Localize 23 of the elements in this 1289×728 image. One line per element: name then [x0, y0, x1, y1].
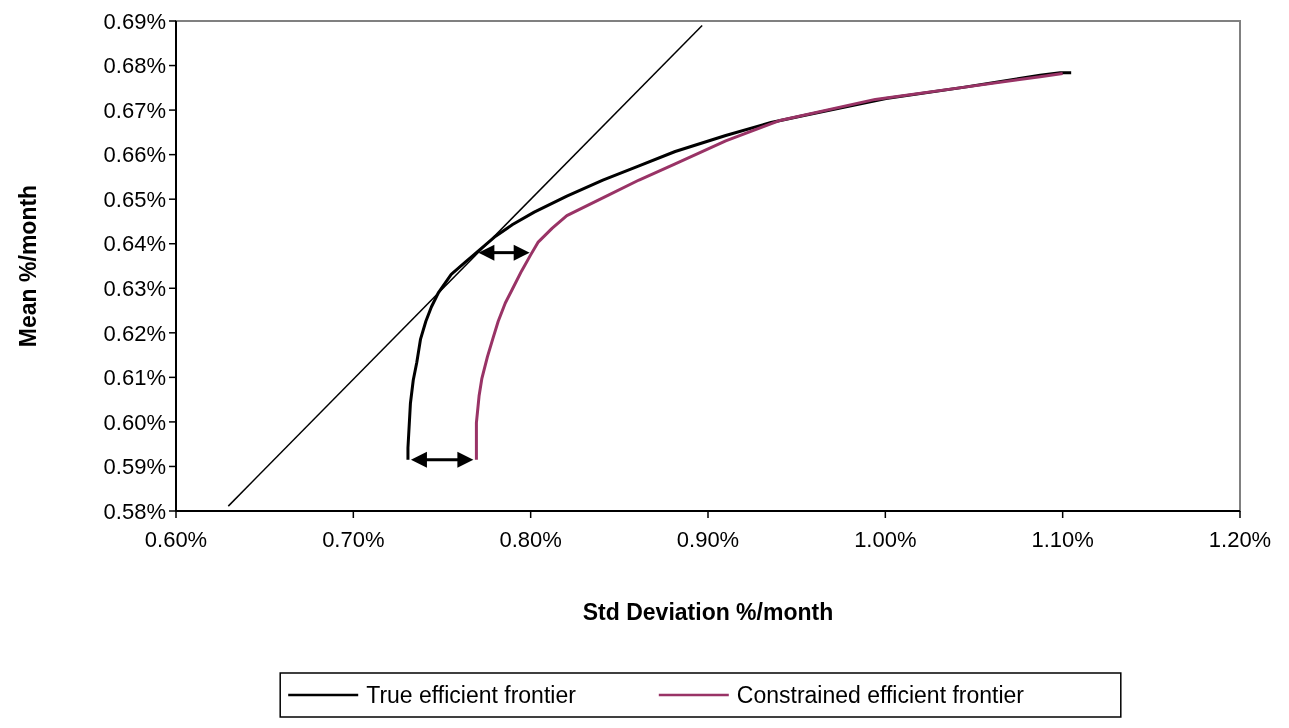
x-axis-title: Std Deviation %/month	[582, 599, 834, 625]
y-tick-label: 0.64%	[103, 231, 166, 257]
y-tick-label: 0.67%	[103, 97, 166, 123]
legend-label: True efficient frontier	[366, 682, 577, 708]
x-tick-label: 0.70%	[322, 527, 385, 552]
x-tick-label: 1.10%	[1031, 527, 1094, 552]
x-tick-label: 1.00%	[854, 527, 917, 552]
x-tick-label: 1.20%	[1208, 527, 1272, 552]
x-tick-label: 0.90%	[676, 527, 740, 552]
y-tick-label: 0.58%	[103, 498, 166, 524]
y-tick-label: 0.66%	[103, 142, 166, 168]
y-tick-label: 0.68%	[103, 53, 166, 79]
legend-label: Constrained efficient frontier	[736, 682, 1025, 708]
y-tick-label: 0.63%	[103, 275, 166, 301]
y-tick-label: 0.59%	[103, 454, 166, 480]
y-tick-label: 0.60%	[103, 409, 166, 435]
x-tick-label: 0.60%	[144, 527, 208, 552]
y-axis-title: Mean %/month	[15, 184, 41, 348]
y-tick-label: 0.65%	[103, 186, 166, 212]
y-tick-label: 0.69%	[103, 8, 166, 34]
y-tick-label: 0.62%	[103, 320, 166, 346]
x-tick-label: 0.80%	[499, 527, 562, 552]
y-tick-label: 0.61%	[103, 365, 166, 391]
